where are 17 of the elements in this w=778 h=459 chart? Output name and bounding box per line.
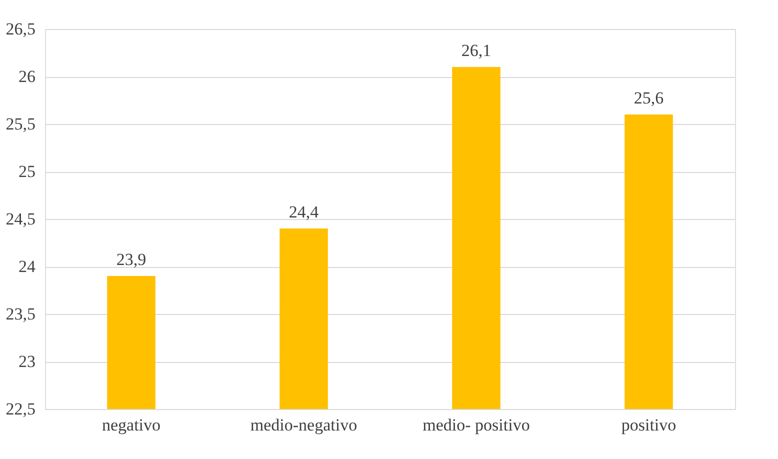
x-tick-label: negativo xyxy=(102,416,161,434)
y-tick-label: 24 xyxy=(18,257,36,276)
x-tick-label: medio-negativo xyxy=(250,416,358,434)
y-tick-label: 23,5 xyxy=(6,304,36,324)
y-tick-label: 23 xyxy=(18,352,36,371)
data-label: 26,1 xyxy=(461,41,492,60)
x-tick-label: positivo xyxy=(621,416,676,434)
data-label: 24,4 xyxy=(288,202,320,222)
x-tick-label: medio- positivo xyxy=(422,416,530,434)
y-tick-label: 25,5 xyxy=(6,114,36,134)
data-label: 23,9 xyxy=(116,250,146,269)
y-tick-label: 22,5 xyxy=(6,400,36,418)
y-tick-label: 26,5 xyxy=(6,20,36,38)
y-tick-label: 25 xyxy=(18,162,36,181)
y-tick-label: 24,5 xyxy=(6,210,36,228)
y-tick-label: 26 xyxy=(18,67,36,86)
data-label: 25,6 xyxy=(634,88,664,108)
